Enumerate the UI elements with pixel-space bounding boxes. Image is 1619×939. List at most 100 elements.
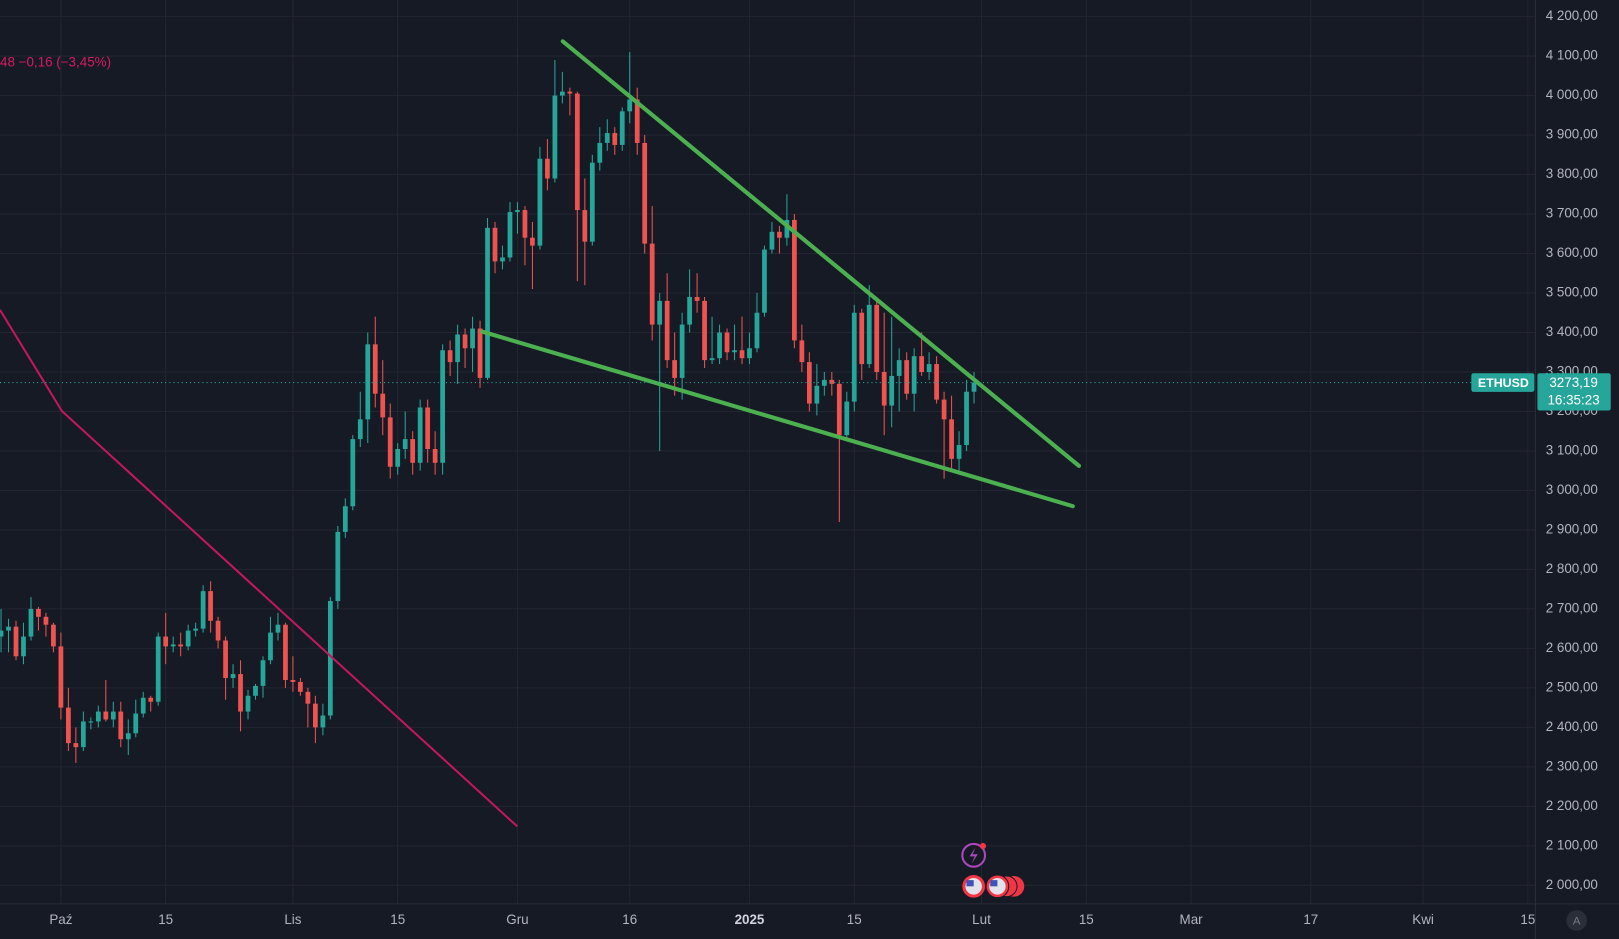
candle-body <box>58 646 64 708</box>
y-tick-label: 3 500,00 <box>1546 285 1598 300</box>
x-tick-label: 15 <box>847 912 862 927</box>
candle-body <box>926 364 932 372</box>
candle-body <box>245 695 251 712</box>
candle-body <box>148 697 154 702</box>
x-tick-label: Mar <box>1180 912 1204 927</box>
candle-body <box>43 616 49 625</box>
candle-body <box>672 360 678 378</box>
x-tick-label: Kwi <box>1412 912 1434 927</box>
candle-body <box>103 711 109 720</box>
candle-body <box>462 334 468 349</box>
candle-body <box>582 210 588 242</box>
candle-body <box>911 356 917 394</box>
candle-body <box>829 379 835 384</box>
x-tick-label: 15 <box>390 912 405 927</box>
candle-body <box>305 691 311 704</box>
x-tick-label: 16 <box>622 912 637 927</box>
candle-body <box>522 210 528 238</box>
candle-body <box>110 711 116 720</box>
candle-body <box>956 445 962 459</box>
y-tick-label: 4 100,00 <box>1546 48 1598 63</box>
candle-body <box>163 636 169 647</box>
candle-body <box>6 626 11 631</box>
candle-body <box>80 721 86 748</box>
candle-body <box>717 332 722 359</box>
candle-body <box>238 674 243 712</box>
candle-body <box>971 382 977 392</box>
candle-body <box>896 360 902 376</box>
auto-scale-button[interactable] <box>1566 910 1587 931</box>
candle-body <box>185 630 191 647</box>
candle-body <box>634 99 640 143</box>
candle-body <box>275 624 281 633</box>
x-tick-label: 17 <box>1303 912 1318 927</box>
candle-body <box>792 219 797 341</box>
candle-body <box>642 142 648 244</box>
y-tick-label: 3 100,00 <box>1546 442 1598 457</box>
candle-body <box>260 660 266 686</box>
candle-body <box>440 350 445 463</box>
candle-body <box>679 324 685 378</box>
candle-body <box>612 133 618 145</box>
candle-body <box>777 231 782 238</box>
candle-body <box>941 399 947 420</box>
trend-line <box>0 309 518 828</box>
candle-body <box>919 356 925 372</box>
candle-body <box>357 419 363 440</box>
event-icon-glyph <box>969 847 978 864</box>
candle-body <box>664 300 670 361</box>
x-tick-label: 15 <box>1520 912 1535 927</box>
candle-body <box>223 640 228 679</box>
candle-body <box>769 231 775 250</box>
candle-body <box>28 608 34 637</box>
candle-body <box>702 300 707 361</box>
candle-body <box>545 158 550 179</box>
last-price-label: 3273,19 <box>1549 375 1597 390</box>
y-tick-label: 2 700,00 <box>1546 600 1598 615</box>
x-tick-label: 15 <box>1079 912 1094 927</box>
candle-body <box>589 162 595 242</box>
candle-body <box>21 636 26 657</box>
y-tick-label: 2 400,00 <box>1546 719 1598 734</box>
candle-body <box>604 133 610 143</box>
candle-body <box>866 304 872 365</box>
candle-body <box>66 707 71 744</box>
candle-body <box>387 417 393 467</box>
candle-body <box>455 334 460 363</box>
price-tag <box>1537 373 1611 411</box>
event-icons <box>961 842 1025 899</box>
candle-body <box>402 439 408 449</box>
y-tick-label: 2 300,00 <box>1546 758 1598 773</box>
candle-body <box>821 379 827 386</box>
candle-body <box>836 383 842 436</box>
candle-body <box>118 711 124 740</box>
candle-body <box>313 703 318 728</box>
candle-body <box>806 362 812 404</box>
auto-scale-label: A <box>1573 915 1581 927</box>
x-tick-label: Lut <box>972 912 991 927</box>
candle-body <box>567 91 573 94</box>
candle-body <box>492 227 498 262</box>
candle-body <box>140 697 146 714</box>
candle-body <box>507 212 513 258</box>
candle-body <box>874 304 880 372</box>
candle-body <box>36 608 41 617</box>
candle-body <box>380 393 386 418</box>
y-tick-label: 3 400,00 <box>1546 324 1598 339</box>
candle-body <box>320 715 326 728</box>
candle-body <box>657 300 663 325</box>
y-tick-label: 4 200,00 <box>1546 8 1598 23</box>
candle-body <box>178 644 184 647</box>
candle-body <box>619 111 625 145</box>
candle-body <box>530 237 535 246</box>
candle-body <box>627 99 633 112</box>
candle-body <box>552 95 558 179</box>
symbol-tag <box>1471 373 1535 392</box>
candle-body <box>762 249 767 313</box>
y-tick-label: 2 500,00 <box>1546 679 1598 694</box>
candle-body <box>95 711 101 722</box>
candle-body <box>470 328 475 349</box>
candle-body <box>694 296 700 301</box>
candle-body <box>597 142 603 163</box>
candle-body <box>372 344 378 394</box>
